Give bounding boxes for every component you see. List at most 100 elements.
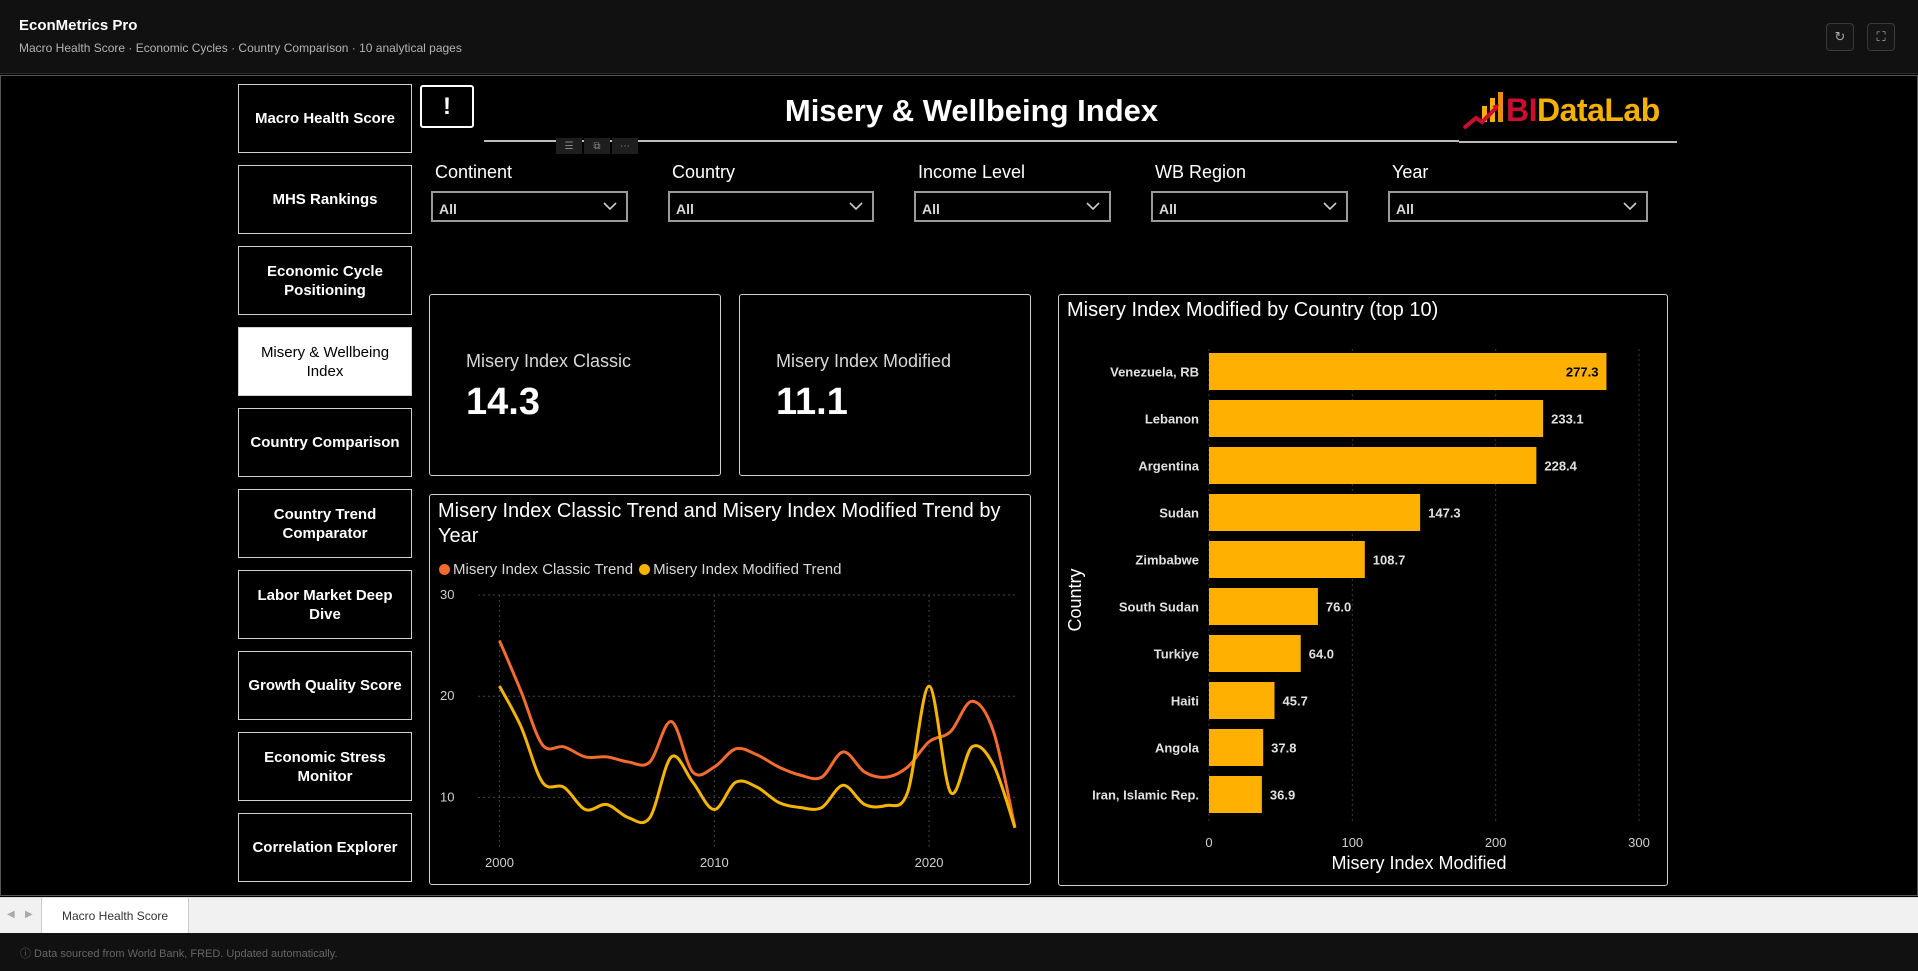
nav-mhs-rankings[interactable]: MHS Rankings	[238, 165, 412, 234]
footer-text: ⓘ Data sourced from World Bank, FRED. Up…	[20, 948, 338, 960]
nav-country-trend-comparator[interactable]: Country Trend Comparator	[238, 489, 412, 558]
slicer-label-continent: Continent	[435, 162, 513, 182]
data-label: 37.8	[1271, 741, 1296, 756]
nav-misery-wellbeing-index[interactable]: Misery & Wellbeing Index	[238, 327, 412, 396]
bar[interactable]	[1209, 400, 1544, 437]
bar[interactable]	[1209, 541, 1365, 578]
bar[interactable]	[1209, 494, 1421, 531]
slicer-value: All	[922, 201, 940, 217]
kpi-value: 11.1	[776, 381, 848, 423]
x-tick-label: 2000	[485, 855, 514, 870]
category-label: Argentina	[1138, 459, 1199, 474]
more-options-icon[interactable]: ⋯	[612, 138, 638, 154]
category-label: Zimbabwe	[1135, 553, 1199, 568]
slicer-value: All	[1396, 201, 1414, 217]
nav-macro-health-score[interactable]: Macro Health Score	[238, 84, 412, 153]
data-label: 45.7	[1283, 694, 1308, 709]
slicer-value: All	[676, 201, 694, 217]
category-label: Haiti	[1171, 694, 1199, 709]
slicer-label-income-level: Income Level	[918, 162, 1026, 182]
x-tick-label: 0	[1205, 835, 1212, 850]
bar[interactable]	[1209, 776, 1262, 813]
line-chart-panel[interactable]: 10 20 30 2000 2010 2020 Misery Index Classic …	[429, 494, 1031, 885]
tab-macro-health-score[interactable]: Macro Health Score	[41, 898, 190, 934]
slicer-label-year: Year	[1392, 162, 1429, 182]
line-chart: 10 20 30 2000 2010 2020	[440, 587, 1017, 870]
bar[interactable]	[1209, 729, 1264, 766]
data-label: 76.0	[1326, 600, 1351, 615]
slicer-value: All	[439, 201, 457, 217]
nav-country-comparison[interactable]: Country Comparison	[238, 408, 412, 477]
legend-dot	[439, 564, 450, 575]
series-line-0[interactable]	[498, 639, 1017, 829]
bar[interactable]	[1209, 353, 1607, 390]
tab-next-icon[interactable]: ▶	[25, 909, 33, 920]
legend-dot	[639, 564, 651, 575]
page-tabs-bar: ◀ ▶ Macro Health Score	[0, 897, 1918, 934]
data-label: 36.9	[1270, 788, 1295, 803]
category-label: Sudan	[1159, 506, 1199, 521]
chevron-down-icon	[603, 202, 617, 211]
app-subtitle: Macro Health Score · Economic Cycles · C…	[19, 41, 462, 55]
tab-prev-icon[interactable]: ◀	[7, 909, 15, 920]
refresh-icon: ↻	[1834, 29, 1846, 45]
chevron-down-icon	[1623, 202, 1637, 211]
legend-label: Misery Index Modified Trend	[653, 561, 842, 578]
data-label: 228.4	[1544, 459, 1577, 474]
category-label: Venezuela, RB	[1110, 365, 1199, 380]
bar-chart: 0 100 200 300 Venezuela, RB 277.3 Lebanon 233.1…	[1065, 349, 1650, 873]
category-label: Turkiye	[1154, 647, 1199, 662]
app-title: EconMetrics Pro	[19, 17, 138, 34]
y-tick-label: 10	[440, 789, 454, 804]
nav-economic-stress-monitor[interactable]: Economic Stress Monitor	[238, 732, 412, 801]
legend-item-modified[interactable]: Misery Index Modified Trend	[639, 561, 841, 578]
data-label: 233.1	[1551, 412, 1584, 427]
x-tick-label: 2010	[700, 855, 729, 870]
logo-icon	[1462, 92, 1503, 130]
line-chart-title: Misery Index Classic Trend and Misery In…	[438, 500, 1001, 547]
nav-correlation-explorer[interactable]: Correlation Explorer	[238, 813, 412, 882]
data-label: 277.3	[1566, 365, 1599, 380]
chevron-down-icon	[849, 202, 863, 211]
filter-icon[interactable]: ☰	[556, 138, 582, 154]
slicer-income-level[interactable]: All	[914, 191, 1111, 222]
bar[interactable]	[1209, 588, 1318, 625]
data-label: 108.7	[1373, 553, 1406, 568]
y-tick-label: 20	[440, 688, 454, 703]
slicer-continent[interactable]: All	[431, 191, 628, 222]
legend-item-classic[interactable]: Misery Index Classic Trend	[439, 561, 633, 578]
kpi-card-misery-classic[interactable]: Misery Index Classic 14.3	[429, 294, 721, 476]
x-tick-label: 2020	[915, 855, 944, 870]
logo-text-bi: BI	[1506, 92, 1538, 128]
nav-growth-quality-score[interactable]: Growth Quality Score	[238, 651, 412, 720]
data-label: 64.0	[1309, 647, 1334, 662]
chevron-down-icon	[1323, 202, 1337, 211]
info-button[interactable]: !	[420, 85, 474, 128]
slicer-label-country: Country	[672, 162, 736, 182]
refresh-button[interactable]: ↻	[1826, 23, 1854, 51]
legend-label: Misery Index Classic Trend	[453, 561, 634, 578]
category-label: Angola	[1155, 741, 1200, 756]
bar[interactable]	[1209, 682, 1275, 719]
slicer-wb-region[interactable]: All	[1151, 191, 1348, 222]
nav-labor-market-deep-dive[interactable]: Labor Market Deep Dive	[238, 570, 412, 639]
bar[interactable]	[1209, 635, 1301, 672]
slicer-label-wb-region: WB Region	[1155, 162, 1247, 182]
slicer-value: All	[1159, 201, 1177, 217]
series-line-1[interactable]	[498, 684, 1017, 829]
kpi-card-misery-modified[interactable]: Misery Index Modified 11.1	[739, 294, 1031, 476]
x-tick-label: 300	[1628, 835, 1650, 850]
slicer-year[interactable]: All	[1388, 191, 1648, 222]
data-label: 147.3	[1428, 506, 1461, 521]
fullscreen-button[interactable]: ⛶	[1867, 23, 1895, 51]
slicer-country[interactable]: All	[668, 191, 874, 222]
category-label: Iran, Islamic Rep.	[1092, 788, 1199, 803]
bar[interactable]	[1209, 447, 1537, 484]
bar-chart-title: Misery Index Modified by Country (top 10…	[1067, 299, 1439, 321]
kpi-label: Misery Index Classic	[466, 351, 632, 371]
focus-mode-icon[interactable]: ⧉	[584, 138, 610, 154]
nav-economic-cycle-positioning[interactable]: Economic Cycle Positioning	[238, 246, 412, 315]
footer: ⓘ Data sourced from World Bank, FRED. Up…	[0, 933, 1918, 971]
bar-chart-panel[interactable]: 0 100 200 300 Venezuela, RB 277.3 Lebanon 233.1…	[1058, 294, 1668, 886]
x-tick-label: 200	[1485, 835, 1507, 850]
